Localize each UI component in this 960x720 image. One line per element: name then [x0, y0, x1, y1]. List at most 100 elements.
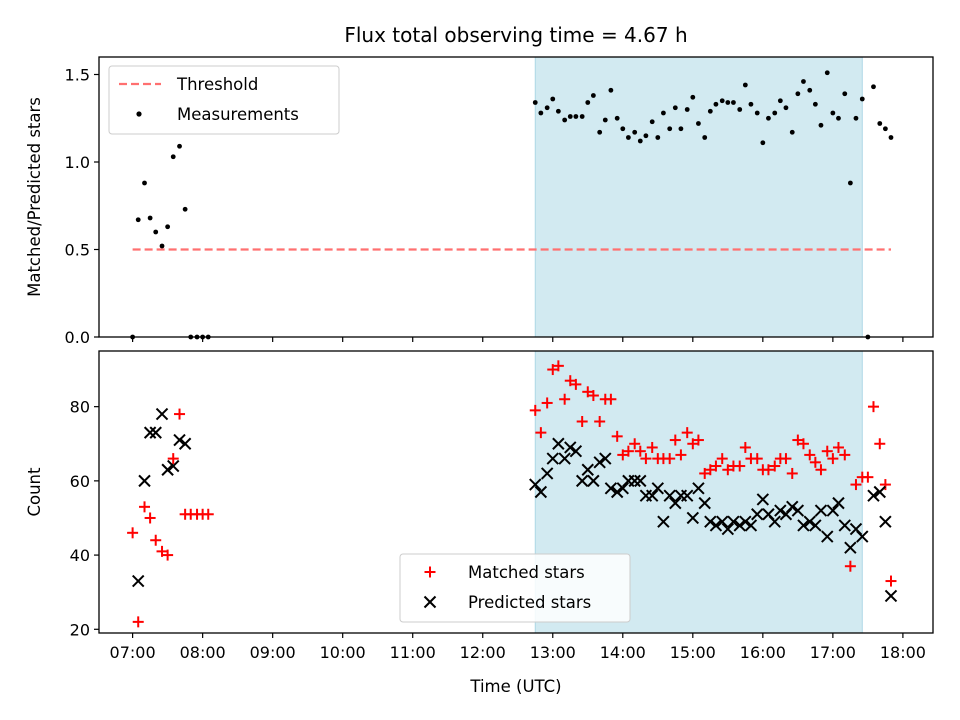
legend-label: Measurements	[177, 105, 299, 124]
series-predicted-stars	[132, 407, 898, 603]
data-point	[661, 110, 666, 116]
data-point	[795, 91, 801, 97]
data-point	[699, 467, 711, 479]
marker-b	[739, 515, 752, 528]
data-point	[127, 527, 139, 539]
data-point	[797, 519, 810, 532]
data-point	[867, 489, 880, 502]
series-matched-stars	[127, 360, 897, 628]
legend: Matched stars Predicted stars	[399, 553, 631, 623]
data-point	[634, 474, 647, 488]
marker-b	[663, 489, 676, 502]
marker-b	[681, 489, 694, 502]
data-point	[818, 122, 824, 128]
marker-b	[587, 474, 600, 488]
data-point	[766, 115, 771, 121]
data-point	[610, 485, 624, 499]
data-point	[809, 456, 821, 468]
marker-b	[873, 485, 886, 499]
marker-b	[149, 426, 162, 439]
data-point	[791, 504, 805, 517]
data-point	[801, 79, 806, 84]
data-point	[174, 408, 186, 420]
marker-b	[704, 515, 717, 528]
marker-b	[814, 504, 828, 517]
data-point	[803, 515, 816, 528]
marker-b	[716, 515, 729, 528]
marker-b	[564, 441, 577, 454]
data-point	[812, 101, 818, 107]
data-point	[161, 463, 174, 476]
data-point	[792, 434, 804, 446]
plot-frame	[98, 350, 934, 634]
data-point	[587, 474, 600, 488]
marker-b	[832, 496, 845, 510]
plot-frame	[98, 56, 934, 338]
data-point	[663, 489, 676, 502]
data-point	[541, 397, 553, 409]
marker-b	[867, 489, 880, 502]
data-point	[696, 121, 701, 126]
data-point	[772, 110, 778, 116]
data-point	[871, 84, 876, 90]
marker-b	[604, 482, 618, 495]
x-tick-label: 13:00	[530, 643, 576, 662]
data-point	[786, 467, 798, 479]
data-point	[646, 441, 658, 453]
data-point	[202, 508, 214, 520]
data-point	[756, 493, 770, 506]
x-tick-label: 18:00	[880, 643, 926, 662]
legend-box	[399, 553, 631, 623]
data-point	[786, 500, 799, 514]
y-axis-label: Matched/Predicted stars	[25, 97, 44, 297]
data-point	[645, 489, 659, 502]
marker-b	[756, 493, 770, 506]
y-tick-label: 1.0	[65, 153, 90, 172]
data-point	[143, 426, 157, 439]
marker-b	[178, 437, 192, 450]
data-point	[885, 575, 897, 587]
marker-b	[826, 504, 840, 517]
data-point	[529, 404, 541, 416]
data-point	[159, 243, 165, 249]
data-point	[704, 515, 717, 528]
data-point	[643, 133, 649, 139]
marker-b	[774, 504, 787, 517]
marker-b	[838, 519, 851, 532]
x-tick-label: 17:00	[810, 643, 856, 662]
data-point	[651, 482, 665, 495]
marker-b	[879, 515, 892, 528]
data-point	[856, 530, 869, 543]
data-point	[879, 479, 891, 491]
data-point	[844, 560, 856, 572]
data-point	[567, 114, 573, 119]
data-point	[804, 449, 816, 461]
data-point	[629, 438, 641, 450]
x-tick-label: 07:00	[110, 643, 156, 662]
data-point	[882, 126, 888, 132]
data-point	[783, 105, 789, 111]
data-point	[540, 467, 554, 480]
marker-b	[809, 519, 822, 532]
data-point	[830, 110, 836, 116]
data-point	[815, 464, 827, 476]
data-point	[634, 445, 646, 457]
data-point	[719, 98, 725, 104]
marker-b	[651, 482, 665, 495]
data-point	[751, 508, 764, 521]
data-point	[597, 129, 603, 135]
data-point	[842, 91, 848, 97]
data-point	[617, 449, 629, 461]
data-point	[538, 110, 544, 116]
data-point	[582, 386, 594, 398]
data-point	[667, 126, 673, 132]
data-point	[821, 445, 833, 457]
marker-b	[709, 519, 723, 532]
data-point	[844, 541, 857, 554]
data-point	[675, 449, 687, 461]
data-point	[132, 616, 144, 628]
data-point	[529, 478, 542, 491]
marker-b	[132, 574, 145, 588]
data-point	[862, 471, 874, 483]
